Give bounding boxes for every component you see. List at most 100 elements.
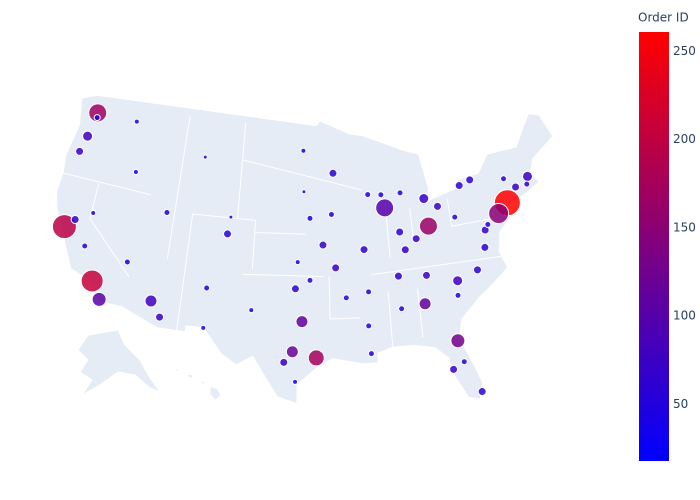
bubble bbox=[248, 307, 255, 314]
bubble bbox=[418, 193, 430, 205]
bubble bbox=[395, 227, 405, 237]
bubble bbox=[465, 175, 475, 185]
bubble bbox=[203, 284, 211, 292]
state-border bbox=[446, 198, 497, 227]
bubble bbox=[300, 147, 307, 154]
bubble bbox=[75, 146, 85, 156]
bubble bbox=[450, 333, 466, 349]
bubble bbox=[163, 208, 171, 216]
bubble bbox=[377, 191, 385, 199]
hawaii bbox=[174, 367, 222, 401]
bubble bbox=[477, 387, 487, 397]
bubble bbox=[454, 181, 464, 191]
bubble bbox=[488, 202, 510, 224]
state-border bbox=[242, 273, 324, 278]
bubble bbox=[500, 175, 508, 183]
contiguous-us bbox=[56, 94, 554, 405]
bubble bbox=[200, 324, 207, 331]
bubble bbox=[144, 294, 158, 308]
bubble bbox=[82, 130, 94, 142]
state-border bbox=[242, 159, 363, 191]
bubble bbox=[318, 240, 328, 250]
state-border bbox=[255, 231, 306, 235]
bubble bbox=[70, 215, 80, 225]
state-border bbox=[371, 255, 503, 276]
bubble bbox=[472, 265, 482, 275]
bubble bbox=[484, 220, 492, 228]
colorbar-tick-label: 250 bbox=[673, 44, 696, 58]
bubble bbox=[81, 242, 89, 250]
land bbox=[56, 94, 554, 405]
colorbar-tick-label: 100 bbox=[673, 309, 696, 323]
bubble bbox=[228, 214, 234, 220]
state-border bbox=[416, 288, 424, 337]
bubble bbox=[223, 229, 233, 239]
bubble bbox=[449, 364, 459, 374]
alaska bbox=[77, 329, 162, 396]
bubble bbox=[307, 349, 325, 367]
bubble bbox=[396, 189, 404, 197]
bubble bbox=[294, 259, 301, 266]
state-border bbox=[409, 207, 415, 241]
bubble bbox=[301, 189, 307, 195]
bubble bbox=[365, 288, 373, 296]
bubble bbox=[202, 154, 208, 160]
bubble bbox=[123, 258, 131, 266]
bubble bbox=[279, 357, 289, 367]
bubble bbox=[511, 182, 521, 192]
bubble bbox=[327, 210, 335, 218]
bubble bbox=[88, 103, 108, 123]
state-border bbox=[385, 210, 391, 258]
bubble bbox=[523, 180, 531, 188]
bubble bbox=[418, 297, 432, 311]
bubble bbox=[331, 263, 341, 273]
bubble bbox=[132, 168, 139, 175]
bubble bbox=[285, 345, 299, 359]
bubble bbox=[328, 168, 338, 178]
bubble bbox=[93, 114, 101, 122]
bubble bbox=[411, 234, 421, 244]
state-border bbox=[62, 172, 152, 196]
bubble bbox=[433, 201, 443, 211]
bubble bbox=[155, 312, 165, 322]
bubble bbox=[292, 378, 299, 385]
bubble bbox=[290, 284, 300, 294]
bubble bbox=[91, 291, 107, 307]
bubble bbox=[452, 275, 464, 287]
colorbar-tick-label: 50 bbox=[673, 397, 688, 411]
bubble bbox=[454, 291, 462, 299]
colorbar-tick-label: 200 bbox=[673, 132, 696, 146]
bubble bbox=[80, 269, 104, 293]
bubble bbox=[480, 242, 490, 252]
state-border bbox=[387, 291, 394, 348]
bubble bbox=[342, 294, 350, 302]
bubble bbox=[421, 270, 431, 280]
bubble bbox=[306, 214, 314, 222]
state-border bbox=[328, 276, 361, 320]
colorbar-tick-label: 150 bbox=[673, 220, 696, 234]
bubble bbox=[365, 322, 373, 330]
bubble bbox=[367, 350, 375, 358]
state-border bbox=[89, 183, 130, 278]
bubble bbox=[364, 191, 372, 199]
state-border bbox=[176, 213, 257, 331]
bubble bbox=[398, 305, 406, 313]
bubble bbox=[460, 358, 468, 366]
bubble bbox=[400, 245, 410, 255]
bubble bbox=[359, 245, 369, 255]
bubble bbox=[418, 216, 438, 236]
bubble bbox=[51, 214, 77, 240]
bubble bbox=[375, 198, 395, 218]
bubble bbox=[306, 276, 314, 284]
bubble bbox=[393, 271, 403, 281]
bubble bbox=[90, 209, 97, 216]
state-border bbox=[237, 122, 247, 220]
colorbar-title: Order ID bbox=[638, 11, 689, 25]
bubble bbox=[451, 213, 459, 221]
colorbar bbox=[639, 32, 669, 461]
bubble bbox=[133, 118, 140, 125]
bubble bbox=[521, 170, 533, 182]
bubble bbox=[295, 315, 309, 329]
state-border bbox=[166, 116, 191, 260]
